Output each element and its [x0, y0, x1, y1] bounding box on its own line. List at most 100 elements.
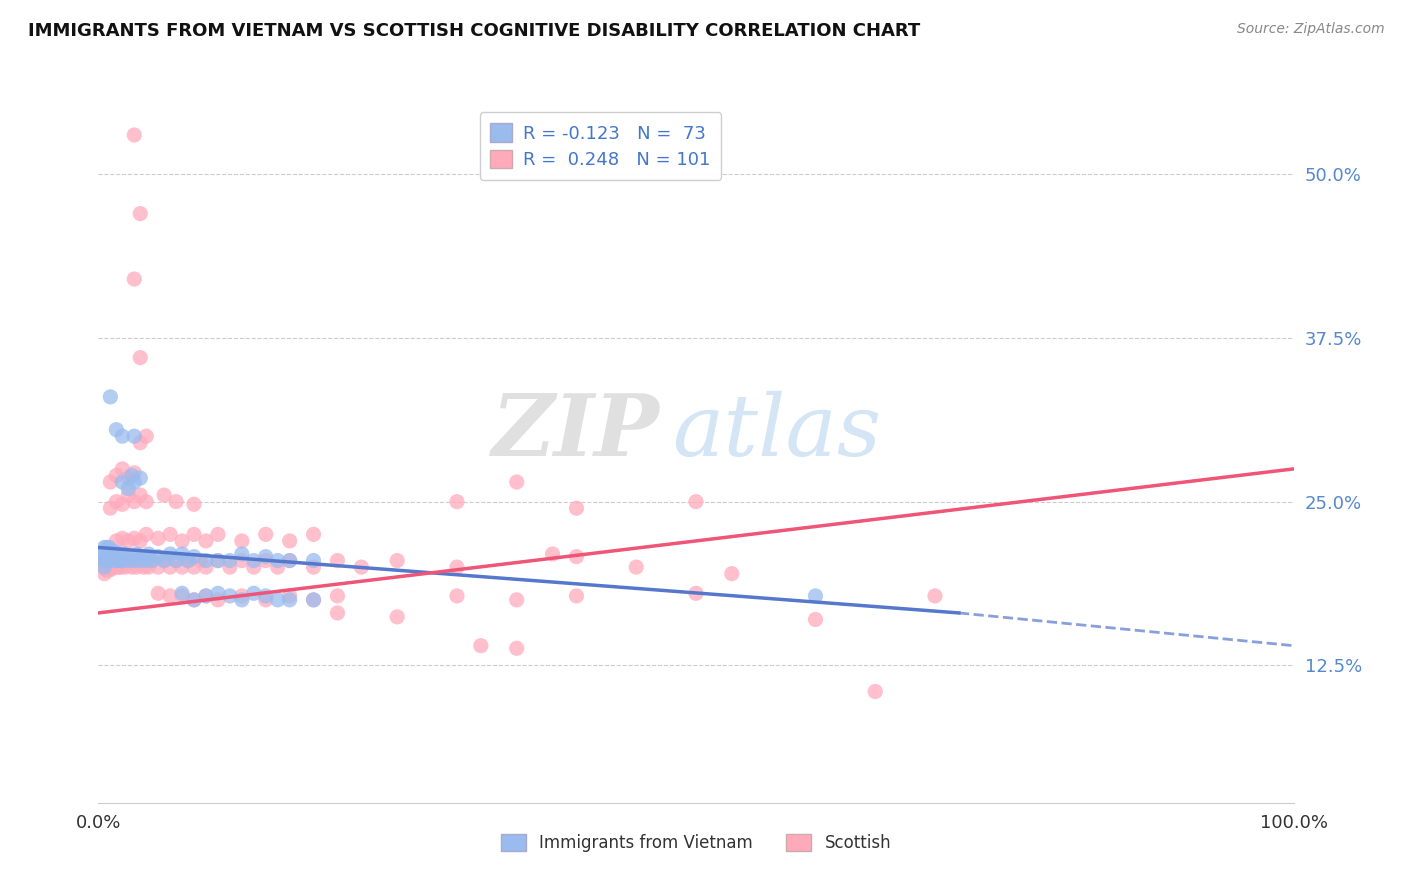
Point: [188, 553, 211, 567]
Point: [117, 553, 139, 567]
Point: [107, 547, 129, 561]
Point: [254, 549, 277, 564]
Point: [231, 553, 253, 567]
Point: [129, 351, 152, 365]
Point: [165, 494, 187, 508]
Point: [96, 553, 118, 567]
Point: [108, 553, 131, 567]
Point: [148, 586, 170, 600]
Point: [685, 494, 707, 508]
Point: [98, 541, 121, 555]
Point: [385, 553, 409, 567]
Point: [101, 549, 124, 564]
Point: [302, 527, 325, 541]
Point: [172, 547, 194, 561]
Point: [100, 558, 122, 572]
Point: [129, 435, 152, 450]
Point: [98, 501, 122, 516]
Point: [94, 553, 117, 567]
Text: IMMIGRANTS FROM VIETNAM VS SCOTTISH COGNITIVE DISABILITY CORRELATION CHART: IMMIGRANTS FROM VIETNAM VS SCOTTISH COGN…: [28, 22, 921, 40]
Point: [326, 606, 349, 620]
Point: [93, 560, 115, 574]
Point: [207, 592, 229, 607]
Point: [172, 533, 194, 548]
Point: [148, 549, 170, 564]
Point: [98, 475, 122, 489]
Point: [94, 553, 117, 567]
Point: [195, 589, 218, 603]
Point: [165, 553, 187, 567]
Point: [117, 553, 139, 567]
Point: [153, 553, 176, 567]
Point: [98, 563, 122, 577]
Point: [159, 589, 181, 603]
Point: [326, 553, 349, 567]
Point: [114, 560, 136, 574]
Point: [103, 544, 125, 558]
Point: [231, 589, 253, 603]
Point: [565, 501, 588, 516]
Point: [565, 589, 588, 603]
Point: [97, 553, 120, 567]
Point: [111, 497, 134, 511]
Point: [125, 560, 148, 574]
Point: [267, 592, 290, 607]
Point: [117, 471, 139, 485]
Point: [103, 560, 125, 574]
Point: [153, 488, 176, 502]
Point: [98, 544, 122, 558]
Point: [267, 560, 290, 574]
Point: [278, 533, 301, 548]
Point: [111, 429, 134, 443]
Point: [470, 639, 492, 653]
Point: [104, 553, 127, 567]
Point: [111, 462, 134, 476]
Point: [267, 553, 290, 567]
Point: [446, 494, 468, 508]
Point: [93, 547, 115, 561]
Point: [506, 592, 529, 607]
Point: [626, 560, 648, 574]
Point: [96, 563, 118, 577]
Point: [132, 560, 155, 574]
Point: [278, 592, 301, 607]
Point: [141, 553, 163, 567]
Point: [231, 592, 253, 607]
Text: atlas: atlas: [672, 391, 882, 473]
Point: [135, 494, 157, 508]
Point: [105, 423, 128, 437]
Point: [278, 589, 301, 603]
Point: [159, 560, 181, 574]
Point: [121, 468, 143, 483]
Point: [98, 558, 121, 572]
Point: [111, 531, 134, 545]
Point: [105, 547, 128, 561]
Point: [446, 560, 468, 574]
Point: [195, 533, 218, 548]
Point: [124, 553, 146, 567]
Point: [124, 494, 146, 508]
Point: [195, 553, 218, 567]
Point: [129, 553, 152, 567]
Point: [219, 560, 242, 574]
Point: [254, 527, 277, 541]
Point: [124, 466, 146, 480]
Point: [135, 553, 157, 567]
Point: [148, 560, 170, 574]
Point: [98, 549, 121, 564]
Legend: Immigrants from Vietnam, Scottish: Immigrants from Vietnam, Scottish: [494, 827, 898, 859]
Point: [446, 589, 468, 603]
Point: [129, 471, 152, 485]
Point: [107, 553, 129, 567]
Point: [148, 531, 170, 545]
Point: [172, 560, 194, 574]
Text: ZIP: ZIP: [492, 390, 661, 474]
Point: [254, 553, 277, 567]
Point: [129, 553, 152, 567]
Point: [108, 553, 131, 567]
Point: [93, 566, 115, 581]
Point: [129, 206, 152, 220]
Point: [117, 482, 139, 496]
Point: [177, 553, 200, 567]
Point: [117, 488, 139, 502]
